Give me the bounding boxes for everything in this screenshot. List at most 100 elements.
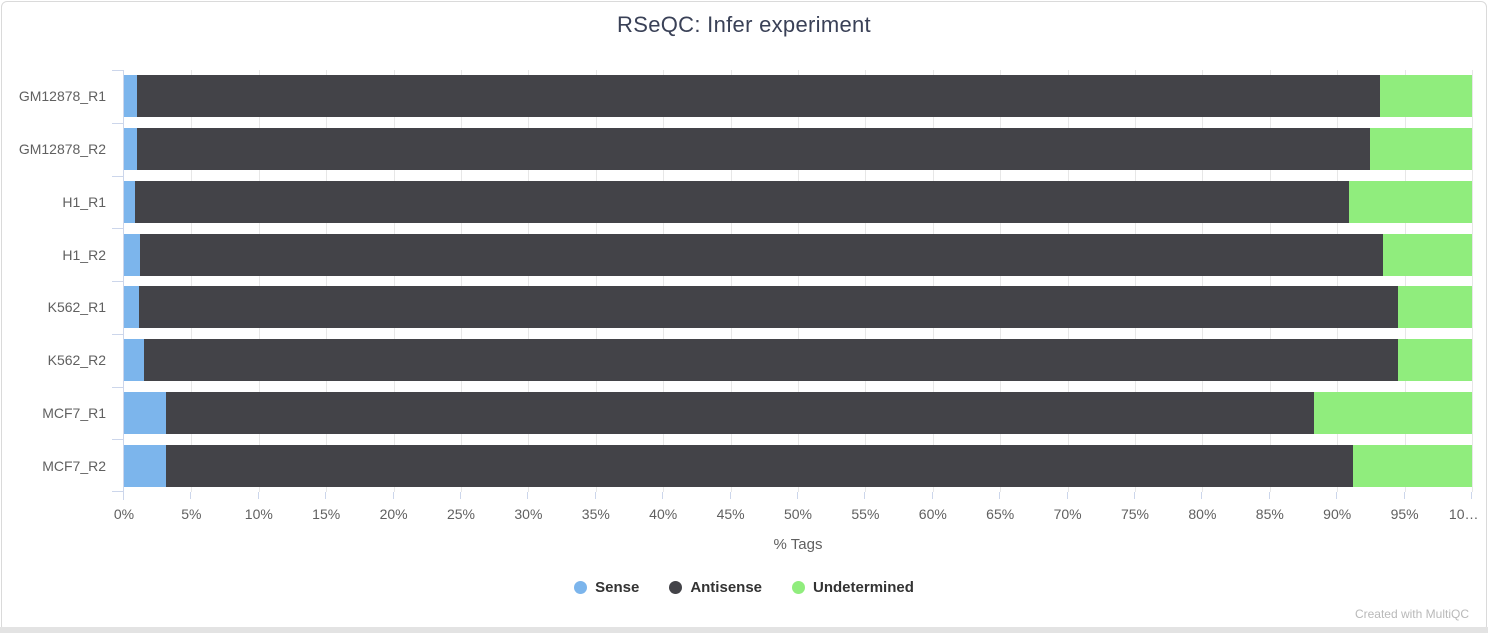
bar-segment-undetermined[interactable] [1353,444,1472,487]
legend-item-sense[interactable]: Sense [574,579,639,596]
x-axis-tick-label: 75% [1120,506,1150,522]
gridline [595,70,597,492]
bar-row [124,180,1472,223]
bar-segment-antisense[interactable] [144,339,1398,382]
y-axis-tick [112,228,123,230]
y-axis-tick [112,175,123,177]
bar-row [124,339,1472,382]
legend-dot-icon [792,581,806,594]
x-axis-tick-label: 35% [581,506,610,522]
gridline [663,70,665,492]
x-axis-tick [931,492,933,499]
y-axis-category-label: H1_R2 [62,246,106,263]
bar-segment-undetermined[interactable] [1383,233,1472,276]
y-axis-tick [112,333,123,335]
x-axis-tick [1471,492,1472,499]
gridline [1269,70,1271,492]
x-axis-tick [460,492,461,499]
gridline [1404,70,1406,492]
bar-segment-sense[interactable] [124,180,135,223]
bar-row [124,233,1472,276]
bar-segment-sense[interactable] [124,286,139,329]
bar-segment-undetermined[interactable] [1397,339,1472,382]
gridline [730,70,732,492]
bar-segment-undetermined[interactable] [1349,180,1472,223]
x-axis-tick-label: 10% [244,506,273,522]
y-axis-tick [112,491,123,492]
x-axis-tick-label: 10… [1448,506,1479,522]
x-axis-title: % Tags [773,536,823,553]
bar-segment-antisense[interactable] [138,286,1398,329]
legend-dot-icon [574,581,588,594]
y-axis-category-label: K562_R1 [47,299,106,316]
bar-row [124,128,1472,171]
x-axis-tick [1268,492,1270,499]
bar-segment-antisense[interactable] [137,128,1370,171]
bar-segment-sense[interactable] [124,128,138,171]
y-axis-category-label: MCF7_R2 [42,457,106,474]
bar-segment-sense[interactable] [124,233,141,276]
x-axis-tick-label: 30% [514,506,543,522]
x-axis-tick-label: 60% [918,506,947,522]
bar-segment-antisense[interactable] [165,391,1315,434]
gridline [932,70,934,492]
x-axis-tick-label: 40% [649,506,678,522]
y-axis-labels: GM12878_R1 GM12878_R2 H1_R1 H1_R2 K562_R1 K56… [0,70,106,492]
bar-segment-undetermined[interactable] [1397,286,1472,329]
y-axis-category-label: MCF7_R1 [42,404,106,421]
legend-item-undetermined[interactable]: Undetermined [792,579,914,596]
horizontal-scrollbar[interactable] [0,627,1488,633]
y-axis-category-label: GM12878_R2 [18,141,106,158]
x-axis-tick-label: 20% [379,506,408,522]
y-axis-tick [112,386,123,388]
bar-segment-undetermined[interactable] [1369,128,1472,171]
y-axis-category-label: K562_R2 [47,352,106,369]
y-axis-tick [112,122,123,124]
bar-segment-undetermined[interactable] [1314,391,1472,434]
gridline [461,70,462,492]
bar-segment-sense[interactable] [124,75,138,118]
x-axis-tick [392,492,394,499]
gridline [1472,70,1473,492]
legend-item-antisense[interactable]: Antisense [669,579,762,596]
x-axis-tick-label: 45% [716,506,745,522]
bar-segment-antisense[interactable] [137,75,1381,118]
created-with-multiqc-credit: Created with MultiQC [1354,607,1469,621]
legend-dot-icon [669,581,683,594]
bar-row [124,391,1472,434]
bar-segment-antisense[interactable] [165,444,1354,487]
bar-segment-sense[interactable] [124,391,166,434]
x-axis-tick [1066,492,1068,499]
x-axis-tick-label: 0% [113,506,135,522]
x-axis-tick-label: 5% [181,506,202,522]
x-axis-tick-labels: 0% 5% 10% 15% 20% 25% 30% 35% 40% 45% 50% 55% 60% 65%… [114,506,1479,526]
bar-row [124,286,1472,329]
bar-segment-antisense[interactable] [140,233,1384,276]
x-axis-tick-label: 70% [1053,506,1082,522]
y-axis-tick [112,439,123,441]
y-axis-tick [112,281,123,282]
x-axis-tick [190,492,192,499]
gridline [1337,70,1339,492]
bar-segment-sense[interactable] [124,444,166,487]
x-axis-tick [1134,492,1135,499]
y-axis-category-label: GM12878_R1 [18,88,106,105]
y-axis-tick [112,70,123,71]
x-axis-tick [325,492,327,499]
x-axis-tick [999,492,1001,499]
bar-segment-sense[interactable] [124,339,145,382]
gridline [1000,70,1002,492]
bar-segment-undetermined[interactable] [1380,75,1472,118]
gridline [1067,70,1069,492]
gridline [393,70,395,492]
bar-row [124,75,1472,118]
gridline [191,70,193,492]
bar-segment-antisense[interactable] [134,180,1350,223]
gridline [326,70,328,492]
x-axis-tick [1403,492,1405,499]
chart-title: RSeQC: Infer experiment [617,12,871,37]
legend-label: Sense [595,579,640,596]
x-axis-tick-label: 25% [446,506,476,522]
x-axis-tick [1336,492,1338,499]
